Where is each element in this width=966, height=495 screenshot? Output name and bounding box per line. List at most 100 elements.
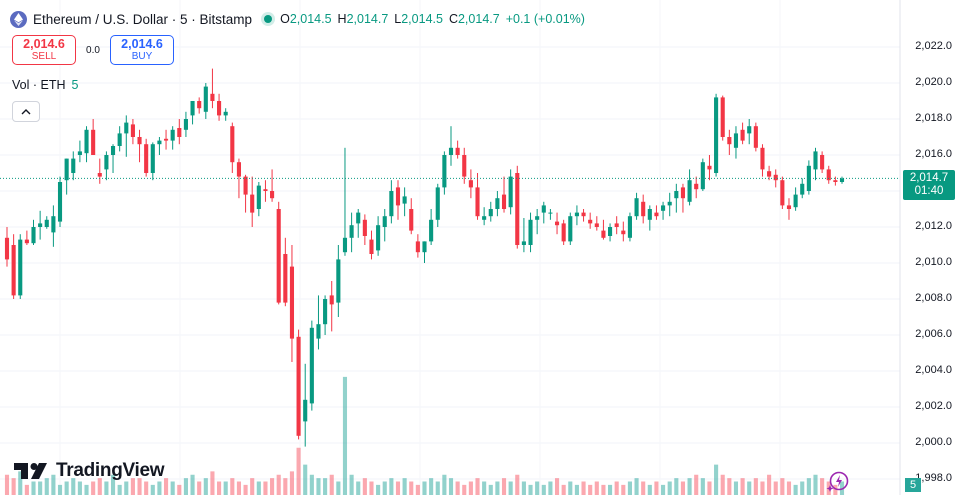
candle-body xyxy=(150,144,155,173)
volume-bar xyxy=(780,478,785,495)
candle-body xyxy=(18,239,23,296)
candle-body xyxy=(521,241,526,245)
volume-bar xyxy=(11,478,16,495)
sparkle-icon[interactable] xyxy=(826,469,850,493)
candle-body xyxy=(303,399,308,422)
candle-body xyxy=(495,198,500,209)
candle-body xyxy=(256,185,261,209)
volume-bar xyxy=(24,484,29,495)
ethereum-icon xyxy=(10,10,27,28)
candle-body xyxy=(448,147,454,155)
candle-body xyxy=(475,187,480,217)
volume-bar xyxy=(356,481,361,495)
candle-body xyxy=(163,138,169,141)
candle-body xyxy=(654,212,659,217)
bar-countdown: 01:40 xyxy=(914,185,944,198)
high-value: 2,014.7 xyxy=(346,12,389,26)
candle-body xyxy=(442,155,447,188)
volume-bar xyxy=(740,478,745,495)
volume-bar xyxy=(733,481,739,495)
candle-body xyxy=(144,144,149,173)
volume-bar xyxy=(223,481,228,495)
volume-bars xyxy=(4,376,845,495)
candle-body xyxy=(217,101,222,116)
volume-bar xyxy=(515,474,520,495)
candle-body xyxy=(813,151,818,170)
volume-value-tag: 5 xyxy=(905,478,921,492)
volume-bar xyxy=(793,484,798,495)
candle-body xyxy=(190,101,195,116)
candle-body xyxy=(402,196,407,204)
volume-bar xyxy=(190,474,195,495)
volume-bar xyxy=(647,484,652,495)
candle-body xyxy=(528,219,533,245)
candle-body xyxy=(250,194,255,213)
candle-body xyxy=(780,180,785,206)
grid-lines xyxy=(0,46,900,480)
buy-button[interactable]: 2,014.6 BUY xyxy=(110,35,174,65)
candle-body xyxy=(243,176,248,195)
volume-bar xyxy=(137,478,142,495)
candle-body xyxy=(680,187,686,199)
candle-body xyxy=(342,237,348,253)
volume-legend-value: 5 xyxy=(71,78,79,92)
volume-bar xyxy=(773,481,778,495)
volume-bar xyxy=(495,481,500,495)
sell-button[interactable]: 2,014.6 SELL xyxy=(12,35,76,65)
volume-bar xyxy=(71,478,76,495)
candle-body xyxy=(77,151,82,155)
candle-body xyxy=(601,230,606,238)
volume-bar xyxy=(150,484,155,495)
volume-bar xyxy=(210,471,215,495)
tradingview-icon xyxy=(14,463,47,479)
candle-body xyxy=(647,209,652,220)
market-open-indicator xyxy=(264,15,273,23)
candle-body xyxy=(720,97,725,137)
volume-bar xyxy=(707,481,712,495)
volume-bar xyxy=(588,484,593,495)
symbol-title[interactable]: Ethereum / U.S. Dollar · 5 · Bitstamp xyxy=(33,11,253,27)
candle-body xyxy=(356,212,361,224)
volume-bar xyxy=(309,474,314,495)
volume-bar xyxy=(342,376,348,495)
candle-body xyxy=(415,241,420,253)
candle-body xyxy=(323,299,328,325)
candle-body xyxy=(767,171,772,177)
candle-body xyxy=(574,212,579,217)
candle-body xyxy=(839,178,845,182)
price-axis-label: 2,006.0 xyxy=(915,328,952,340)
candle-body xyxy=(786,205,792,209)
volume-bar xyxy=(110,474,116,495)
volume-bar xyxy=(594,481,599,495)
collapse-legend-button[interactable] xyxy=(12,101,40,122)
volume-bar xyxy=(601,484,606,495)
candle-body xyxy=(137,137,142,145)
volume-bar xyxy=(409,481,414,495)
volume-bar xyxy=(554,478,560,495)
tradingview-logo[interactable]: TradingView xyxy=(14,460,165,482)
candle-body xyxy=(316,324,321,339)
volume-bar xyxy=(4,474,10,495)
volume-bar xyxy=(727,478,732,495)
price-axis-label: 1,998.0 xyxy=(915,472,952,484)
volume-bar xyxy=(177,484,182,495)
volume-bar xyxy=(197,481,202,495)
candle-body xyxy=(382,216,387,227)
candle-body xyxy=(435,187,440,220)
candle-body xyxy=(157,140,162,145)
candle-body xyxy=(667,201,672,206)
sell-label: SELL xyxy=(31,51,57,63)
volume-bar xyxy=(820,478,825,495)
volume-bar xyxy=(369,481,374,495)
volume-bar xyxy=(362,478,367,495)
change-value: +0.1 (+0.01%) xyxy=(505,12,585,26)
candle-body xyxy=(820,155,825,170)
volume-bar xyxy=(38,481,43,495)
volume-bar xyxy=(203,478,208,495)
candle-body xyxy=(468,180,473,188)
candle-body xyxy=(614,223,619,227)
volume-bar xyxy=(435,481,440,495)
candle-body xyxy=(230,126,235,163)
volume-legend[interactable]: Vol · ETH 5 xyxy=(12,78,78,92)
